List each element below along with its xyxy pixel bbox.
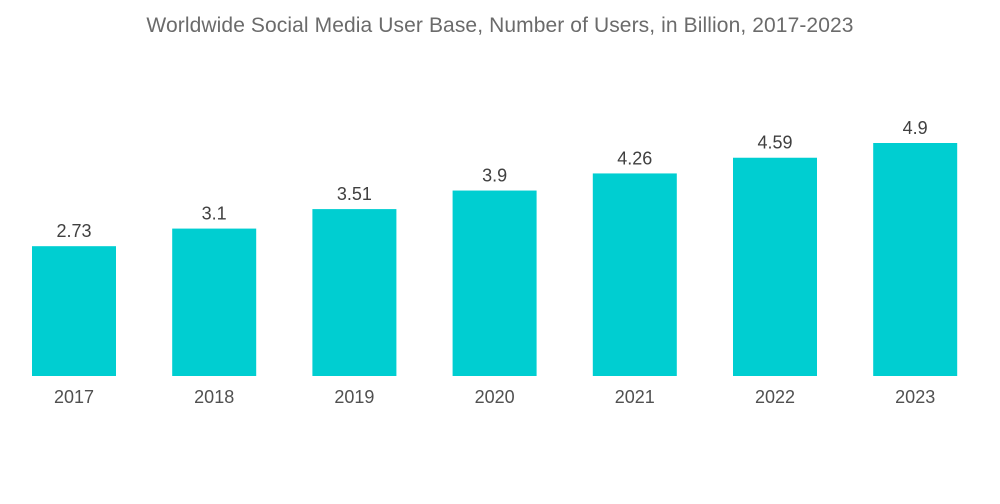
data-label-2021: 4.26	[617, 148, 652, 168]
x-tick-label-2018: 2018	[194, 387, 234, 407]
bar-2017	[32, 246, 116, 376]
x-tick-label-2023: 2023	[895, 387, 935, 407]
x-tick-label-2021: 2021	[615, 387, 655, 407]
x-tick-label-2019: 2019	[334, 387, 374, 407]
data-label-2022: 4.59	[757, 133, 792, 153]
bar-2022	[733, 157, 817, 376]
data-label-2018: 3.1	[202, 204, 227, 224]
data-label-2019: 3.51	[337, 184, 372, 204]
bar-2020	[452, 190, 537, 376]
data-label-2023: 4.9	[903, 118, 928, 138]
bar-2021	[592, 173, 677, 376]
data-label-2017: 2.73	[56, 221, 91, 241]
x-tick-label-2020: 2020	[475, 387, 515, 407]
x-tick-label-2022: 2022	[755, 387, 795, 407]
data-label-2020: 3.9	[482, 166, 507, 186]
bar-2018	[172, 228, 257, 376]
x-tick-label-2017: 2017	[54, 387, 94, 407]
bar-2019	[312, 209, 397, 376]
chart-title: Worldwide Social Media User Base, Number…	[146, 14, 854, 37]
bar-2023	[873, 143, 958, 376]
